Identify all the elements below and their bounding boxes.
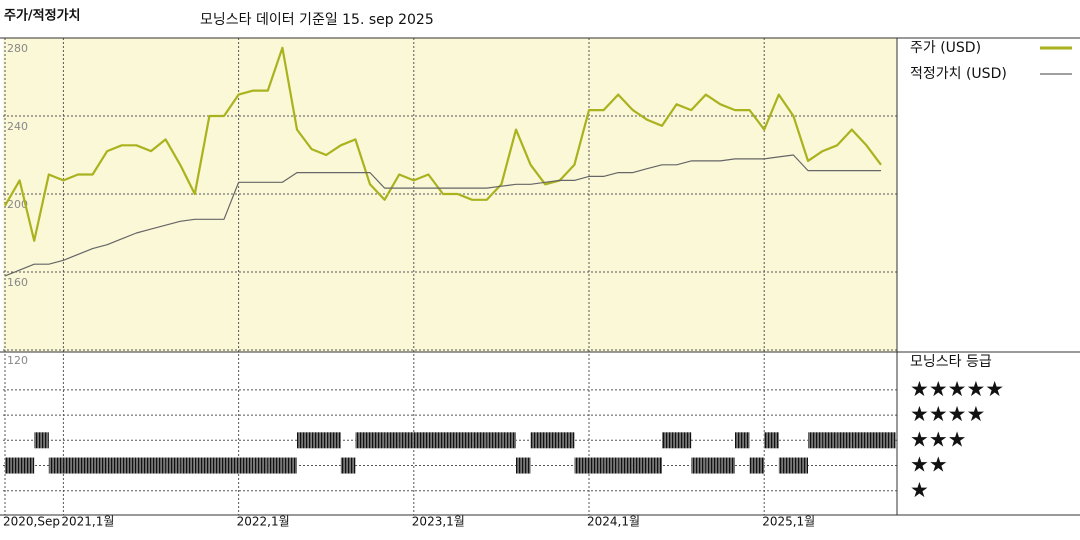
rating-label: ★★ (910, 453, 948, 477)
rating-title: 모닝스타 등급 (910, 354, 992, 370)
rating-bar (355, 432, 370, 449)
rating-label: ★★★ (910, 427, 966, 451)
rating-bar (837, 432, 852, 449)
rating-bar (618, 457, 633, 474)
rating-bar (676, 432, 692, 449)
rating-bar (851, 432, 867, 449)
legend-label: 주가 (USD) (910, 40, 981, 56)
y-tick-label: 120 (7, 354, 28, 367)
rating-bar (705, 457, 721, 474)
rating-bar (282, 457, 297, 474)
x-tick-label: 2025,1월 (762, 515, 815, 529)
rating-bar (180, 457, 195, 474)
series-line (4, 154, 881, 277)
chart-title: 주가/적정가치 (4, 8, 81, 24)
rating-bar (735, 432, 750, 449)
rating-bar (340, 457, 356, 474)
y-tick-label: 280 (7, 42, 28, 55)
rating-bar (486, 432, 502, 449)
y-tick-label: 240 (7, 120, 28, 133)
rating-bar (764, 432, 779, 449)
rating-bar (793, 457, 808, 474)
rating-bar (5, 457, 20, 474)
x-tick-label: 2021,1월 (61, 515, 114, 529)
rating-bar (603, 457, 619, 474)
rating-bar (297, 432, 312, 449)
y-tick-label: 200 (7, 198, 28, 211)
rating-bar (63, 457, 78, 474)
rating-bar (866, 432, 881, 449)
rating-bar (136, 457, 151, 474)
series-line (4, 46, 882, 242)
rating-bar (647, 457, 662, 474)
chart-subtitle: 모닝스타 데이터 기준일 15. sep 2025 (200, 12, 434, 28)
rating-label: ★★★★ (910, 402, 985, 426)
rating-bar (691, 457, 706, 474)
rating-bar (516, 457, 531, 474)
rating-bar (326, 432, 341, 449)
rating-bar (165, 457, 181, 474)
rating-bar (78, 457, 93, 474)
rating-bar (384, 432, 400, 449)
rating-bar (224, 457, 239, 474)
rating-bar (34, 432, 49, 449)
rating-bar (545, 432, 560, 449)
rating-bar (48, 457, 64, 474)
x-tick-label: 2022,1월 (237, 515, 290, 529)
rating-bar (194, 457, 210, 474)
rating-bar (632, 457, 648, 474)
rating-bar (311, 432, 327, 449)
rating-bar (472, 432, 487, 449)
rating-bar (238, 457, 254, 474)
rating-bar (443, 432, 458, 449)
rating-bar (253, 457, 268, 474)
rating-bar (778, 457, 794, 474)
rating-bar (267, 457, 283, 474)
rating-bar (209, 457, 224, 474)
rating-bar (501, 432, 516, 449)
y-tick-label: 160 (7, 276, 28, 289)
rating-bar (151, 457, 166, 474)
rating-bar (92, 457, 108, 474)
rating-bar (19, 457, 35, 474)
rating-bar (822, 432, 838, 449)
rating-bar (881, 432, 896, 449)
rating-bar (808, 432, 823, 449)
rating-bar (457, 432, 473, 449)
rating-bar (370, 432, 385, 449)
rating-bar (428, 432, 443, 449)
rating-bar (107, 457, 122, 474)
rating-bar (530, 432, 546, 449)
rating-label: ★★★★★ (910, 377, 1004, 401)
rating-bar (720, 457, 735, 474)
rating-bar (662, 432, 677, 449)
rating-bar (749, 457, 765, 474)
rating-bar (399, 432, 414, 449)
rating-label: ★ (910, 478, 929, 502)
rating-bar (413, 432, 429, 449)
x-tick-label: 2023,1월 (412, 515, 465, 529)
rating-bar (589, 457, 604, 474)
x-tick-label: 2024,1월 (587, 515, 640, 529)
rating-bar (559, 432, 575, 449)
x-tick-label: 2020,Sep (3, 515, 60, 529)
legend-label: 적정가치 (USD) (910, 66, 1007, 82)
rating-bar (574, 457, 589, 474)
rating-bar (121, 457, 137, 474)
